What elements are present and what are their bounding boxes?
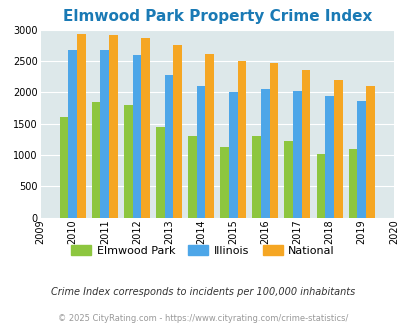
Bar	[100, 50, 109, 218]
Bar	[228, 92, 237, 218]
Bar	[196, 86, 205, 218]
Bar	[220, 147, 228, 218]
Bar	[173, 45, 181, 218]
Bar	[156, 127, 164, 218]
Bar	[269, 63, 278, 218]
Bar	[68, 50, 77, 218]
Text: © 2025 CityRating.com - https://www.cityrating.com/crime-statistics/: © 2025 CityRating.com - https://www.city…	[58, 314, 347, 323]
Bar	[365, 86, 374, 218]
Bar	[77, 34, 85, 218]
Bar	[324, 96, 333, 218]
Bar	[252, 136, 260, 218]
Bar	[92, 102, 100, 218]
Bar	[109, 35, 117, 218]
Bar	[316, 154, 324, 218]
Title: Elmwood Park Property Crime Index: Elmwood Park Property Crime Index	[62, 9, 371, 24]
Bar	[205, 54, 213, 218]
Bar	[132, 55, 141, 218]
Bar	[237, 61, 246, 218]
Bar	[260, 89, 269, 218]
Bar	[60, 117, 68, 218]
Bar	[301, 70, 310, 218]
Text: Crime Index corresponds to incidents per 100,000 inhabitants: Crime Index corresponds to incidents per…	[51, 287, 354, 297]
Bar	[124, 105, 132, 218]
Bar	[292, 91, 301, 218]
Bar	[348, 149, 356, 218]
Bar	[164, 75, 173, 218]
Bar	[333, 80, 342, 218]
Bar	[141, 39, 149, 218]
Bar	[356, 101, 365, 218]
Bar	[284, 141, 292, 218]
Legend: Elmwood Park, Illinois, National: Elmwood Park, Illinois, National	[66, 241, 339, 260]
Bar	[188, 136, 196, 218]
